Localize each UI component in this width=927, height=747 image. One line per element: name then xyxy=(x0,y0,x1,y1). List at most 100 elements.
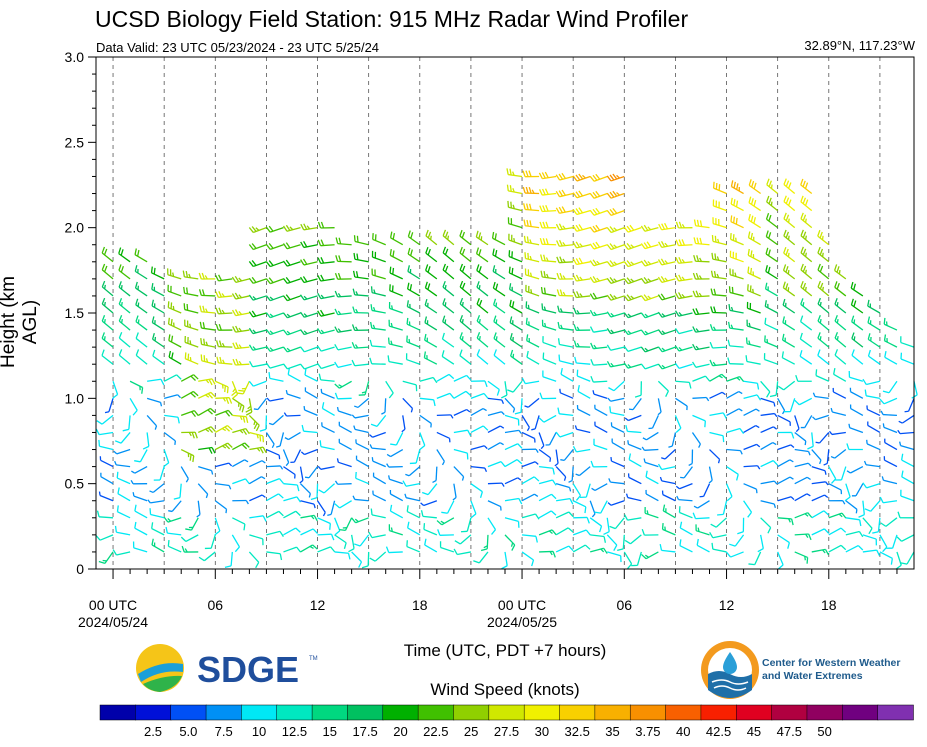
barb-shaft xyxy=(572,544,586,553)
wind-barb xyxy=(453,408,471,416)
barb-shaft xyxy=(101,320,114,331)
barb-flag xyxy=(215,324,219,331)
barb-flag xyxy=(590,375,594,383)
barb-flag xyxy=(120,266,124,273)
barb-shaft xyxy=(726,448,741,452)
wind-barb xyxy=(475,247,489,263)
wind-barb xyxy=(283,466,296,479)
wind-barb xyxy=(794,415,800,433)
barb-flag xyxy=(385,546,390,553)
barb-shaft xyxy=(849,427,864,434)
barb-flag xyxy=(248,311,254,318)
barb-flag xyxy=(851,332,855,339)
wind-barb xyxy=(542,352,557,365)
barb-shaft xyxy=(630,534,642,545)
barb-flag xyxy=(370,286,373,293)
barb-shaft xyxy=(407,270,421,280)
barb-flag xyxy=(282,312,288,319)
barb-flag xyxy=(804,269,807,274)
barb-flag xyxy=(424,316,428,323)
barb-shaft xyxy=(355,442,369,451)
barb-flag xyxy=(268,243,274,249)
barb-flag xyxy=(216,356,220,364)
wind-barb xyxy=(678,506,693,519)
wind-barb xyxy=(538,479,557,486)
barb-flag xyxy=(101,297,106,305)
barb-flag xyxy=(234,546,240,553)
barb-flag xyxy=(606,261,612,267)
wind-barb xyxy=(523,219,540,229)
colorbar-swatch xyxy=(771,704,808,721)
barb-flag xyxy=(442,280,446,288)
barb-flag xyxy=(351,324,356,331)
barb-flag xyxy=(572,175,578,182)
wind-barb xyxy=(560,449,574,462)
barb-flag xyxy=(623,329,629,335)
barb-shaft xyxy=(851,337,864,348)
barb-flag xyxy=(135,298,139,305)
wind-barb xyxy=(389,266,404,280)
barb-flag xyxy=(882,546,888,553)
barb-shaft xyxy=(692,396,707,399)
barb-flag xyxy=(151,316,155,323)
barb-flag xyxy=(370,304,373,311)
barb-flag xyxy=(664,222,669,230)
barb-flag xyxy=(616,174,620,179)
barb-flag xyxy=(692,361,697,368)
barb-flag xyxy=(205,308,208,313)
wind-barb xyxy=(361,551,370,569)
barb-flag xyxy=(199,305,202,312)
barb-flag xyxy=(630,244,635,248)
barb-flag xyxy=(643,259,649,266)
wind-barb xyxy=(232,342,250,350)
barb-flag xyxy=(476,314,481,322)
barb-flag xyxy=(478,249,482,256)
wind-barb xyxy=(572,224,591,232)
barb-shaft xyxy=(354,363,369,367)
barb-flag xyxy=(613,544,618,551)
barb-flag xyxy=(182,270,186,277)
barb-flag xyxy=(247,405,252,410)
wind-barb xyxy=(851,483,864,497)
wind-barb xyxy=(112,381,119,399)
barb-flag xyxy=(540,270,543,278)
barb-flag xyxy=(459,280,464,288)
barb-flag xyxy=(104,411,110,414)
barb-shaft xyxy=(504,477,518,485)
barb-shaft xyxy=(283,527,296,536)
wind-barb xyxy=(817,280,830,297)
barb-flag xyxy=(764,282,768,290)
barb-flag xyxy=(578,173,584,180)
barb-shaft xyxy=(715,517,727,528)
barb-shaft xyxy=(402,415,406,430)
station-location: 32.89°N, 117.23°W xyxy=(804,38,915,53)
wind-barb xyxy=(634,381,642,398)
barb-flag xyxy=(692,326,697,333)
barb-shaft xyxy=(453,390,467,399)
barb-shaft xyxy=(709,449,720,460)
barb-shaft xyxy=(794,415,800,429)
barb-flag xyxy=(644,347,649,352)
wind-barb xyxy=(265,312,284,319)
barb-shaft xyxy=(817,269,830,280)
barb-flag xyxy=(295,510,301,517)
y-axis: 00.51.01.52.02.53.0 xyxy=(65,49,96,577)
barb-flag xyxy=(512,171,515,176)
barb-shaft xyxy=(330,500,336,515)
barb-flag xyxy=(248,277,254,284)
barb-shaft xyxy=(611,441,625,451)
wind-barb xyxy=(642,431,659,441)
barb-flag xyxy=(299,363,305,370)
barb-shaft xyxy=(866,408,881,416)
wind-barb xyxy=(589,224,608,233)
barb-flag xyxy=(586,517,590,524)
barb-flag xyxy=(492,265,496,272)
wind-barb xyxy=(897,511,915,519)
barb-flag xyxy=(404,493,407,498)
barb-flag xyxy=(559,308,563,313)
barb-flag xyxy=(589,276,595,283)
wind-barb xyxy=(248,310,267,318)
barb-flag xyxy=(833,368,836,375)
wind-barb xyxy=(405,466,421,477)
barb-flag xyxy=(692,308,697,315)
